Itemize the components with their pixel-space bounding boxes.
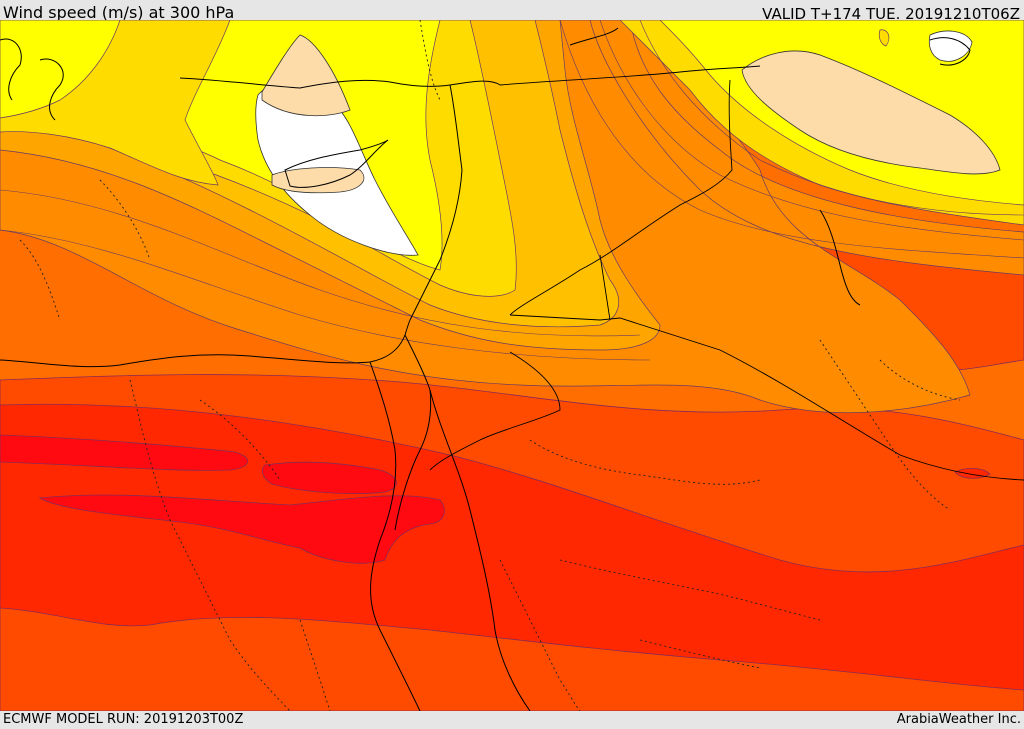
map-title: Wind speed (m/s) at 300 hPa xyxy=(3,3,235,22)
field-yellow-west xyxy=(0,20,121,119)
field-peach-ne xyxy=(741,50,1001,175)
field-gold-ne-patch xyxy=(878,29,890,47)
map-footer: ECMWF MODEL RUN: 20191203T00Z ArabiaWeat… xyxy=(0,711,1024,729)
coastlines xyxy=(0,27,971,711)
field-peach-south xyxy=(271,167,365,194)
credit-label: ArabiaWeather Inc. xyxy=(896,712,1021,727)
valid-time-label: VALID T+174 TUE. 20191210T06Z xyxy=(762,5,1020,23)
political-borders xyxy=(429,65,1024,481)
wind-speed-map[interactable] xyxy=(0,20,1024,711)
wind-speed-contours xyxy=(0,20,1024,361)
field-white-ne xyxy=(928,30,973,62)
field-deep-red-west xyxy=(0,434,248,471)
model-run-label: ECMWF MODEL RUN: 20191203T00Z xyxy=(3,712,244,727)
field-red xyxy=(0,403,1024,691)
map-canvas xyxy=(0,20,1024,711)
field-peach-north xyxy=(261,34,351,117)
map-header: Wind speed (m/s) at 300 hPa VALID T+174 … xyxy=(0,0,1024,23)
field-deep-red-north xyxy=(261,461,397,494)
field-deep-red-core xyxy=(38,494,445,564)
internal-borders xyxy=(19,20,961,711)
